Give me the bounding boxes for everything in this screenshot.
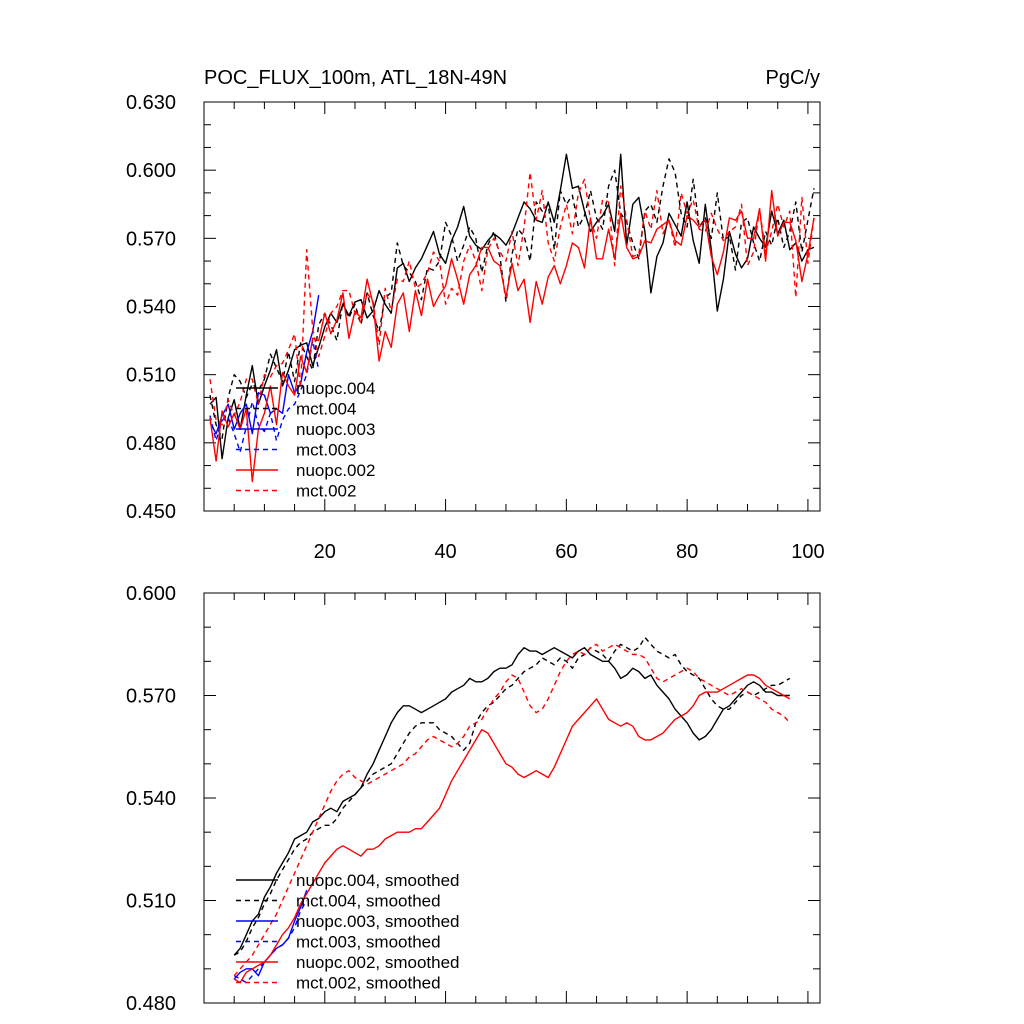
- chart-panel-2: 0.480 0.510 0.540 0.570 0.600 nuopc.004, smoo…: [126, 583, 821, 1015]
- series-line-nuopc-002: [209, 189, 815, 483]
- legend-label-nuopc-003: nuopc.003: [296, 420, 375, 439]
- chart-title: POC_FLUX_100m, ATL_18N-49N: [204, 67, 507, 89]
- series-line-mct-004: [209, 158, 815, 439]
- series-line-mct-002: [209, 171, 815, 426]
- legend-label-nuopc-003-smoothed: nuopc.003, smoothed: [296, 912, 460, 931]
- legend-label-nuopc-004: nuopc.004: [296, 379, 375, 398]
- legend-label-mct-004: mct.004: [296, 400, 356, 419]
- series-line-nuopc-002-smoothed: [233, 674, 791, 984]
- legend-label-nuopc-002-smoothed: nuopc.002, smoothed: [296, 953, 460, 972]
- y-tick-label: 0.540: [126, 788, 176, 810]
- legend-label-mct-002-smoothed: mct.002, smoothed: [296, 974, 441, 993]
- series-line-mct-004-smoothed: [233, 636, 791, 956]
- legend-label-mct-004-smoothed: mct.004, smoothed: [296, 892, 441, 911]
- y-tick-label: 0.630: [126, 92, 176, 114]
- x-tick-label: 60: [555, 541, 577, 563]
- y-tick-label: 0.540: [126, 297, 176, 319]
- y-tick-label: 0.510: [126, 891, 176, 913]
- y-tick-label: 0.570: [126, 228, 176, 250]
- x-tick-label: 40: [434, 541, 456, 563]
- chart-panel-1: 0.450 0.480 0.510 0.540 0.570 0.600 0.630 20 40 6…: [126, 67, 825, 563]
- y-tick-label: 0.600: [126, 160, 176, 182]
- series-group: [209, 153, 815, 483]
- legend-label-nuopc-002: nuopc.002: [296, 461, 375, 480]
- series-line-mct-002-smoothed: [233, 643, 791, 977]
- y-tick-label: 0.450: [126, 501, 176, 523]
- y-tick-label: 0.570: [126, 686, 176, 708]
- y-tick-label: 0.480: [126, 993, 176, 1015]
- y-tick-label: 0.600: [126, 583, 176, 605]
- x-tick-label: 80: [676, 541, 698, 563]
- legend-label-nuopc-004-smoothed: nuopc.004, smoothed: [296, 871, 460, 890]
- series-line-mct-003: [209, 339, 320, 453]
- legend-label-mct-003-smoothed: mct.003, smoothed: [296, 933, 441, 952]
- legend-label-mct-002: mct.002: [296, 482, 356, 501]
- legend-label-mct-003: mct.003: [296, 441, 356, 460]
- chart-units: PgC/y: [766, 67, 820, 89]
- y-tick-label: 0.510: [126, 365, 176, 387]
- x-tick-label: 100: [791, 541, 824, 563]
- x-tick-label: 20: [314, 541, 336, 563]
- y-tick-label: 0.480: [126, 433, 176, 455]
- series-line-nuopc-004-smoothed: [233, 647, 790, 956]
